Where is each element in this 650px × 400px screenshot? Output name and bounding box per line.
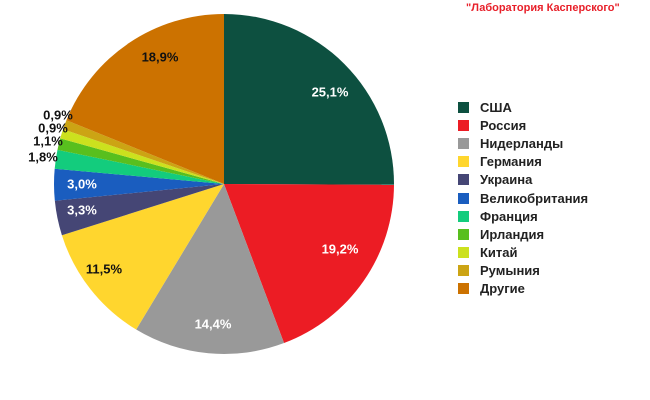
slice-label: 3,3% [67, 202, 97, 217]
legend-swatch [458, 247, 469, 259]
slice-label: 0,9% [43, 107, 73, 122]
legend-swatch [458, 156, 469, 168]
pie-slices [53, 14, 395, 354]
legend-item: Нидерланды [458, 134, 588, 152]
legend-item: Другие [458, 280, 588, 298]
legend-label: Румыния [480, 263, 540, 279]
pie-slice [224, 184, 394, 344]
pie-slice [63, 120, 225, 184]
pie-slice [54, 149, 225, 184]
pie-labels: 25,1%19,2%14,4%11,5%3,3%3,0%1,8%1,1%0,9%… [28, 49, 359, 331]
pie-slice [60, 129, 225, 184]
legend-item: Великобритания [458, 189, 588, 207]
legend-swatch [458, 119, 469, 131]
legend-swatch [458, 228, 469, 240]
legend-label: Китай [480, 245, 518, 261]
legend-swatch [458, 283, 469, 295]
legend-item: Украина [458, 171, 588, 189]
legend-label: Ирландия [480, 226, 545, 242]
slice-label: 0,9% [38, 120, 68, 135]
slice-label: 18,9% [142, 49, 179, 64]
legend-item: Франция [458, 207, 588, 225]
legend-swatch [458, 210, 469, 222]
pie-slice [54, 184, 224, 236]
pie-slice [136, 184, 285, 354]
pie-slice [224, 14, 395, 185]
slice-label: 3,0% [67, 176, 97, 191]
pie-slice [53, 168, 224, 201]
slice-label: 1,1% [33, 133, 63, 148]
legend-swatch [458, 137, 469, 149]
legend-item: Германия [458, 153, 588, 171]
legend-label: Нидерланды [480, 135, 564, 151]
watermark-text: "Лаборатория Касперского" [466, 2, 620, 14]
legend-item: Китай [458, 244, 588, 262]
slice-label: 25,1% [312, 84, 349, 99]
pie-slice [66, 14, 224, 184]
chart-legend: США Россия Нидерланды Германия Украина Велико… [458, 98, 588, 298]
legend-label: Россия [480, 117, 527, 133]
legend-label: Германия [480, 154, 542, 170]
pie-slice [61, 184, 225, 330]
legend-item: США [458, 98, 588, 116]
legend-label: Франция [480, 208, 538, 224]
legend-swatch [458, 265, 469, 277]
slice-label: 19,2% [322, 241, 359, 256]
pie-slice [57, 138, 224, 184]
slice-label: 1,8% [28, 149, 58, 164]
legend-item: Ирландия [458, 225, 588, 243]
legend-label: Великобритания [480, 190, 589, 206]
legend-swatch [458, 101, 469, 113]
slice-label: 11,5% [86, 261, 123, 276]
legend-item: Россия [458, 116, 588, 134]
legend-label: Украина [480, 172, 533, 188]
legend-swatch [458, 192, 469, 204]
legend-label: Другие [480, 281, 525, 297]
legend-label: США [480, 99, 512, 115]
legend-item: Румыния [458, 262, 588, 280]
slice-label: 14,4% [195, 316, 232, 331]
legend-swatch [458, 174, 469, 186]
